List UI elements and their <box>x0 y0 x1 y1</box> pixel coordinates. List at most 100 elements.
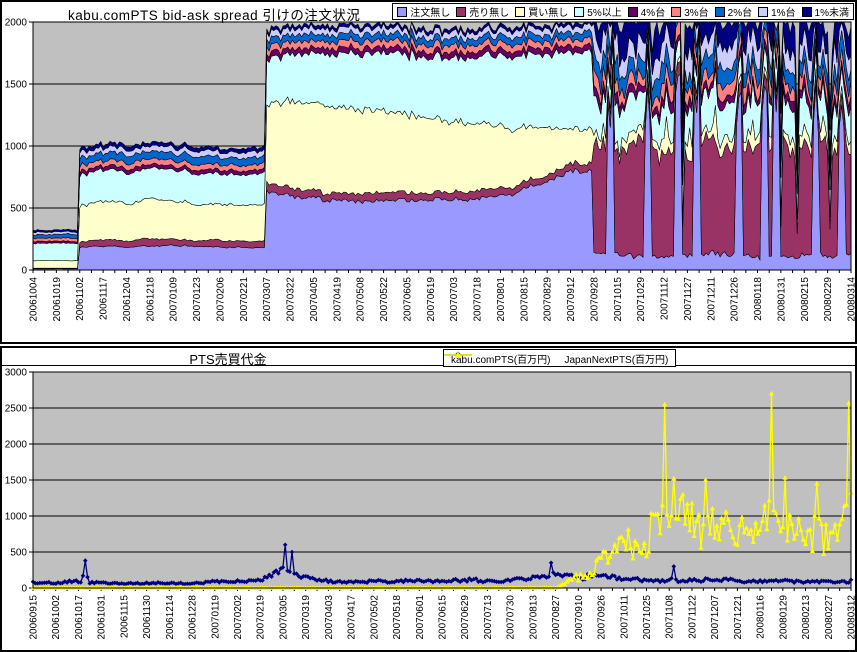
x-axis-label: 20080215 <box>800 277 811 322</box>
x-axis-label: 20071015 <box>613 277 624 322</box>
x-axis-label: 20071108 <box>665 595 676 639</box>
x-axis-label: 20061218 <box>145 277 156 322</box>
x-axis-label: 20070109 <box>169 277 180 322</box>
legend-swatch-icon <box>397 6 408 17</box>
x-axis-label: 20080229 <box>823 277 834 322</box>
x-axis-label: 20070928 <box>589 277 600 322</box>
y-axis-labels: 0 500 1000 1500 2000 <box>5 18 28 277</box>
y-axis-labels: 0 500 1000 1500 2000 2500 3000 <box>5 368 28 595</box>
x-axis-label: 20070703 <box>449 277 460 322</box>
x-axis-label: 20071127 <box>683 277 694 321</box>
x-axis-label: 20061117 <box>99 277 110 320</box>
legend-swatch-icon <box>456 6 467 17</box>
x-axis-label: 20070713 <box>483 595 494 640</box>
y-axis-label: 500 <box>10 548 27 559</box>
y-axis-label: 3000 <box>5 368 28 379</box>
x-axis-label: 20070827 <box>551 595 562 640</box>
legend-label: 2%台 <box>727 8 753 19</box>
x-axis-label: 20070518 <box>392 595 403 640</box>
x-axis-label: 20061102 <box>75 277 86 321</box>
y-axis-label: 2000 <box>5 18 28 29</box>
x-axis-label: 20070801 <box>496 277 507 322</box>
x-axis-labels: 20061004 20061019 20061102 20061117 20061204… <box>29 277 856 322</box>
x-axis-label: 20070829 <box>543 277 554 322</box>
legend-label: 買い無し <box>528 8 569 19</box>
x-axis-label: 20080131 <box>776 277 787 322</box>
x-axis-label: 20071226 <box>730 277 741 322</box>
x-axis-label: 20070815 <box>519 277 530 322</box>
y-axis-label: 1000 <box>5 142 28 153</box>
x-axis-label: 20080129 <box>778 595 789 640</box>
x-axis-label: 20061214 <box>165 595 176 640</box>
legend-label: 4%台 <box>640 8 666 19</box>
legend-swatch-icon <box>758 6 769 17</box>
x-axis-label: 20071112 <box>660 277 671 320</box>
y-axis-label: 1000 <box>5 512 28 523</box>
y-axis-label: 0 <box>21 266 27 277</box>
legend-label: 3%台 <box>684 8 709 19</box>
x-axis-label: 20070619 <box>426 277 437 322</box>
x-axis-label: 20070629 <box>460 595 471 640</box>
x-axis-label: 20070910 <box>574 595 585 640</box>
x-axis-label: 20061017 <box>74 595 85 640</box>
plot-frame <box>32 371 852 589</box>
top-chart-title: kabu.comPTS bid-ask spread 引けの注文状況 <box>68 8 361 23</box>
bottom-chart-canvas: 0 500 1000 1500 2000 2500 3000 20060915 20061002… <box>5 368 855 640</box>
legend-swatch-icon <box>627 6 638 17</box>
x-axis-label: 20070405 <box>309 277 320 322</box>
x-axis-label: 20070615 <box>438 595 449 640</box>
legend-label: 5%以上 <box>587 8 622 19</box>
legend-label: 1%台 <box>771 8 796 19</box>
legend-item-1: 売り無し <box>456 4 509 19</box>
diamond-markers-series-0 <box>30 542 854 587</box>
x-axis-label: 20070221 <box>239 277 250 322</box>
x-axis-label: 20070322 <box>286 277 297 322</box>
y-axis-label: 2500 <box>5 404 28 415</box>
gridlines <box>29 371 851 589</box>
x-axis-label: 20071029 <box>636 277 647 322</box>
x-axis-label: 20070123 <box>192 277 203 322</box>
top-chart-legend: 注文無し 売り無し 買い無し 5%以上 4%台 3%台 2%台 1%台 1%未満 <box>392 3 854 20</box>
legend-item-triangle: JapanNextPTS(百万円) <box>444 351 668 366</box>
legend-item-2: 買い無し <box>515 4 568 19</box>
x-axis-label: 20070926 <box>597 595 608 640</box>
y-axis-label: 1500 <box>5 476 28 487</box>
x-axis-label: 20080227 <box>824 595 835 640</box>
legend-item-7: 1%台 <box>758 4 796 19</box>
x-axis-label: 20061228 <box>188 595 199 640</box>
x-axis-label: 20070202 <box>233 595 244 640</box>
x-axis-label: 20070502 <box>369 595 380 640</box>
triangle-line-icon <box>444 351 472 358</box>
top-chart-canvas: 0 500 1000 1500 2000 20061004 20061019 20061102… <box>5 18 855 322</box>
y-axis-label: 500 <box>10 204 27 215</box>
x-axis-label: 20070730 <box>506 595 517 640</box>
pts-turnover-chart: 0 500 1000 1500 2000 2500 3000 20060915 20061002… <box>0 346 857 652</box>
bottom-chart-legend: kabu.comPTS(百万円) JapanNextPTS(百万円) <box>443 349 677 367</box>
x-axis-label: 20070419 <box>332 277 343 322</box>
x-axis-label: 20070522 <box>379 277 390 322</box>
x-axis-label: 20070605 <box>402 277 413 322</box>
legend-swatch-icon <box>801 6 812 17</box>
x-axis-label: 20061019 <box>52 277 63 322</box>
x-axis-label: 20080312 <box>847 595 856 640</box>
x-axis-labels: 20060915 20061002 20061017 20061031 20061115… <box>29 595 856 640</box>
x-axis-label: 20080314 <box>847 277 856 322</box>
x-axis-label: 20070206 <box>215 277 226 322</box>
bid-ask-spread-chart: 0 500 1000 1500 2000 20061004 20061019 20061102… <box>0 0 857 344</box>
x-axis-label: 20070403 <box>324 595 335 640</box>
legend-label: 1%未満 <box>814 8 849 19</box>
x-axis-label: 20070718 <box>473 277 484 322</box>
x-axis-label: 20070601 <box>415 595 426 640</box>
x-axis-label: 20061031 <box>97 595 108 640</box>
legend-item-3: 5%以上 <box>574 4 622 19</box>
title-separator-line <box>2 365 855 366</box>
x-axis-label: 20080213 <box>801 595 812 640</box>
legend-label: 売り無し <box>469 8 510 19</box>
legend-label: 注文無し <box>410 8 451 19</box>
x-axis-label: 20061204 <box>122 277 133 322</box>
x-axis-label: 20071122 <box>687 595 698 639</box>
x-axis-label: 20080118 <box>753 277 764 321</box>
x-axis-label: 20070219 <box>256 595 267 640</box>
stacked-area-series <box>32 20 852 271</box>
